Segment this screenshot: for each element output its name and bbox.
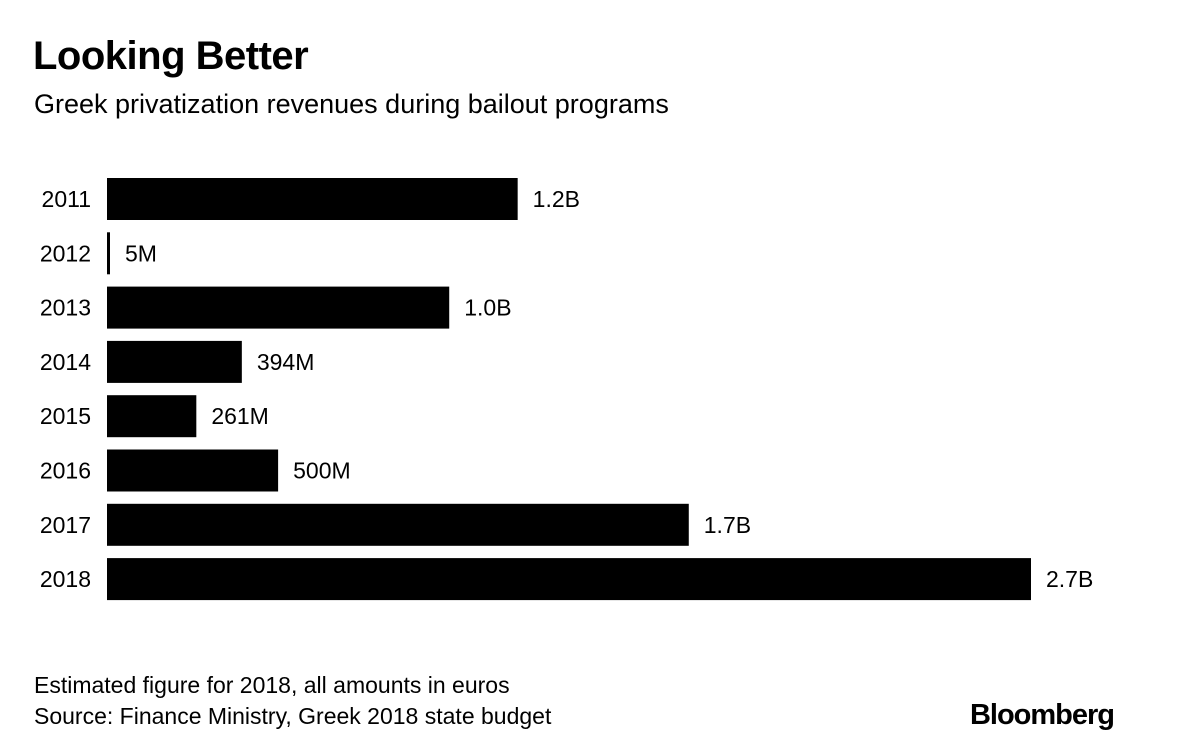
bar-2017 xyxy=(107,503,689,546)
y-tick-label: 2015 xyxy=(40,403,91,429)
value-label-2016: 500M xyxy=(293,458,351,484)
bar-2018 xyxy=(107,558,1031,601)
bar-2016 xyxy=(107,449,279,492)
value-label-2014: 394M xyxy=(257,349,315,375)
bar-2011 xyxy=(107,178,518,220)
bar-2013 xyxy=(107,286,450,329)
chart-subtitle: Greek privatization revenues during bail… xyxy=(34,89,669,119)
bar-2014 xyxy=(107,340,242,383)
y-tick-label: 2011 xyxy=(42,186,91,212)
y-tick-label: 2016 xyxy=(40,458,91,484)
y-tick-label: 2013 xyxy=(40,295,91,321)
y-tick-label: 2018 xyxy=(40,566,91,592)
y-tick-label: 2017 xyxy=(40,512,91,538)
footnote-source: Source: Finance Ministry, Greek 2018 sta… xyxy=(34,703,552,729)
bloomberg-logo: Bloomberg xyxy=(969,699,1115,731)
y-tick-label: 2014 xyxy=(40,349,91,375)
value-label-2013: 1.0B xyxy=(464,295,511,321)
value-label-2018: 2.7B xyxy=(1046,566,1093,592)
footnote-estimate: Estimated figure for 2018, all amounts i… xyxy=(34,672,510,698)
value-label-2017: 1.7B xyxy=(704,512,751,538)
value-label-2015: 261M xyxy=(211,403,269,429)
y-tick-label: 2012 xyxy=(40,240,91,266)
bar-2015 xyxy=(107,395,197,438)
bar-2012 xyxy=(107,232,110,275)
value-label-2011: 1.2B xyxy=(533,186,580,212)
chart-title: Looking Better xyxy=(33,34,309,78)
value-label-2012: 5M xyxy=(125,240,157,266)
bar-chart: 2011 1.2B 2012 5M 2013 1.0B 2014 394M 2015 261M 20… xyxy=(40,178,1093,601)
